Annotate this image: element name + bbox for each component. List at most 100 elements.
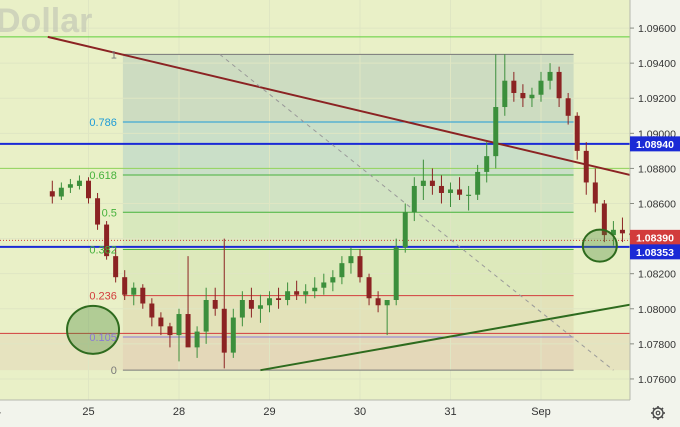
candle-body	[384, 300, 390, 306]
y-tick-label: 1.08200	[638, 269, 676, 281]
candle-body	[294, 291, 300, 295]
candle-body	[140, 287, 146, 304]
fibonacci-labels: 1 0.786 0.618 0.5 0.382 0.236 0.105 0	[89, 49, 117, 377]
candle-body	[511, 80, 517, 93]
candle-body	[321, 282, 327, 288]
candle-body	[457, 189, 463, 195]
y-tick-label: 1.09400	[638, 58, 676, 70]
candle-body	[67, 184, 73, 188]
fib-level-label: 0.382	[89, 245, 117, 257]
y-tick-label: 1.08800	[638, 163, 676, 175]
candle-body	[113, 256, 119, 278]
candle-body	[538, 80, 544, 95]
y-tick-label: 1.09200	[638, 93, 676, 105]
candle-body	[429, 180, 435, 186]
x-tick-label: Sep	[531, 406, 551, 418]
candle-body	[475, 171, 481, 195]
candle-body	[484, 156, 490, 172]
candle-body	[122, 277, 128, 295]
y-tick-label: 1.09600	[638, 23, 676, 35]
fib-zone	[122, 121, 574, 176]
fib-level-label: 0.105	[89, 332, 117, 344]
candle-body	[493, 107, 499, 157]
price-label-text: 1.08390	[636, 232, 674, 244]
annotation-ellipse	[66, 304, 121, 355]
x-tick-label: 25	[82, 406, 94, 418]
price-label-text: 1.08353	[636, 247, 674, 259]
y-tick-label: 1.08000	[638, 304, 676, 316]
candle-body	[276, 298, 282, 300]
candle-body	[547, 71, 553, 81]
candle-body	[583, 150, 589, 183]
price-label-box	[630, 244, 680, 260]
price-labels: 1.08940 1.08390 1.08353	[630, 136, 680, 260]
candle-body	[330, 277, 336, 283]
candle-body	[221, 308, 227, 353]
candle-body	[411, 185, 417, 213]
candle-body	[86, 180, 91, 199]
candle-body	[448, 189, 453, 193]
candle-body	[393, 247, 399, 300]
candle-body	[339, 263, 345, 278]
x-tick-label: 28	[173, 406, 185, 418]
candle-body	[574, 115, 580, 151]
candle-body	[49, 191, 55, 197]
fib-zone	[122, 295, 574, 338]
y-tick-label: 1.08600	[638, 199, 676, 211]
candle-body	[565, 98, 571, 116]
candle-body	[420, 180, 426, 186]
fib-zone	[122, 175, 574, 213]
candle-body	[248, 300, 254, 309]
fib-level-label: 1	[111, 49, 117, 61]
candle-body	[366, 277, 372, 299]
price-label-box	[630, 229, 680, 245]
candle-body	[529, 94, 535, 99]
candle-body	[502, 80, 508, 108]
candle-body	[285, 291, 291, 300]
gear-icon[interactable]	[651, 406, 665, 420]
candle-body	[131, 287, 137, 295]
x-axis-panel[interactable]	[0, 400, 680, 427]
candle-body	[601, 203, 607, 236]
fib-level-label: 0.618	[89, 170, 117, 182]
fib-level-label: 0.786	[89, 117, 117, 129]
fibonacci-levels	[122, 53, 574, 371]
candle-body	[348, 256, 354, 264]
fib-zone	[122, 212, 574, 250]
candle-body	[357, 256, 363, 278]
candle-body	[58, 187, 64, 197]
fib-level-label: 0	[111, 365, 117, 377]
y-tick-label: 1.07800	[638, 339, 676, 351]
candle-body	[466, 194, 472, 196]
y-tick-label: 1.07600	[638, 374, 676, 386]
candle-body	[212, 300, 218, 309]
candle-body	[185, 314, 191, 348]
price-label-box	[630, 136, 680, 152]
candle-body	[619, 229, 625, 234]
candle-body	[176, 314, 182, 336]
candle-body	[303, 291, 309, 295]
candle-body	[239, 300, 245, 318]
x-tick-label: 30	[354, 406, 366, 418]
candle-body	[610, 229, 616, 236]
x-tick-label: 29	[263, 406, 275, 418]
trendline-resistance	[47, 35, 680, 188]
fib-level-label: 0.5	[102, 207, 117, 219]
candle-body	[438, 185, 444, 193]
chart-watermark: Dollar	[0, 2, 92, 40]
candle-body	[203, 300, 209, 332]
candle-body	[167, 326, 173, 336]
candle-body	[312, 287, 318, 292]
y-axis-panel[interactable]	[630, 0, 680, 400]
candle-body	[95, 198, 101, 225]
candle-body	[104, 224, 110, 257]
horizontal-lines	[0, 36, 630, 334]
annotation-ellipses	[66, 228, 618, 355]
fib-level-label: 0.236	[89, 291, 117, 303]
candle-body	[592, 182, 598, 204]
candle-body	[267, 298, 272, 306]
x-tick-label: 31	[444, 406, 456, 418]
annotation-ellipse	[581, 228, 618, 263]
price-label-text: 1.08940	[636, 139, 674, 151]
